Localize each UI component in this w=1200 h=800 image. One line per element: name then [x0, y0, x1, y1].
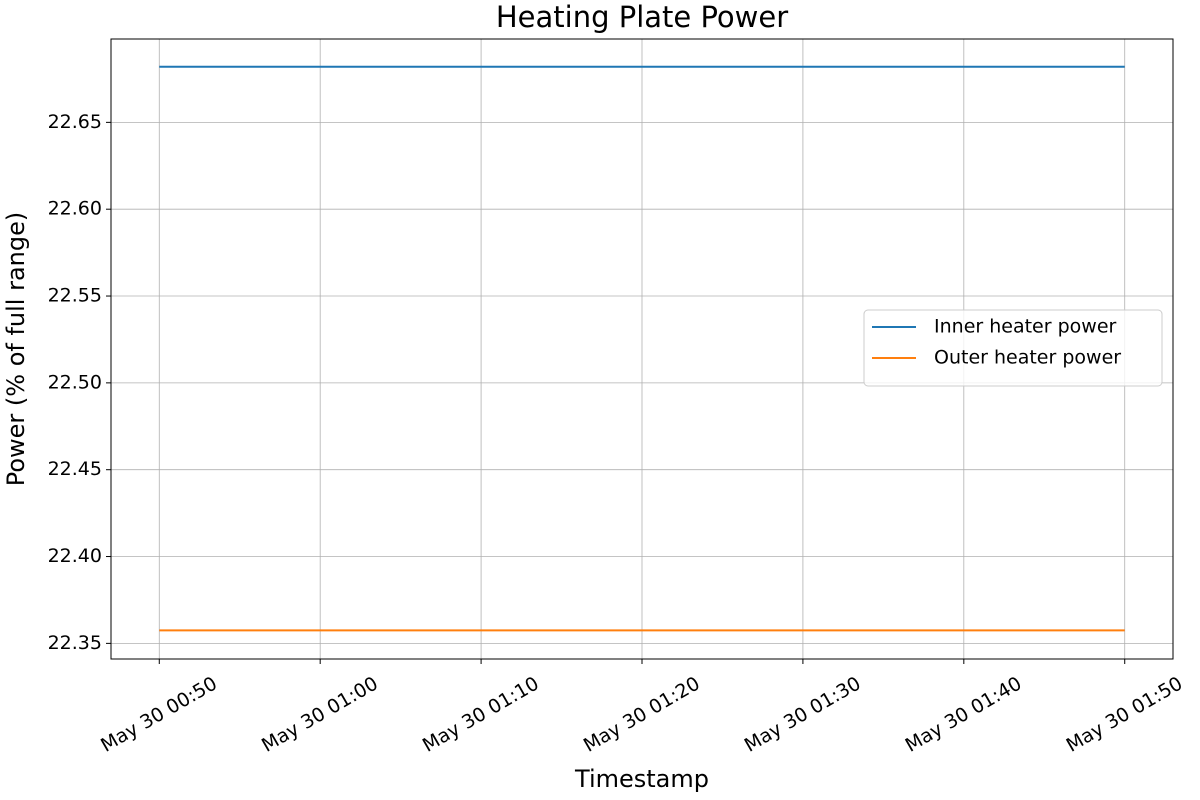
- x-tick-label: May 30 01:40: [902, 672, 1026, 756]
- x-axis-label: Timestamp: [574, 765, 709, 793]
- x-tick-label: May 30 01:30: [741, 672, 865, 756]
- x-tick-label: May 30 01:10: [419, 672, 543, 756]
- y-tick-label: 22.45: [48, 458, 102, 480]
- y-tick-label: 22.65: [48, 111, 102, 133]
- legend-box: [863, 309, 1163, 387]
- y-axis-label: Power (% of full range): [2, 212, 30, 487]
- plot-frame: [110, 38, 1174, 660]
- x-tick-label: May 30 01:00: [258, 672, 382, 756]
- y-tick-label: 22.50: [48, 371, 102, 393]
- y-tick-label: 22.35: [48, 632, 102, 654]
- chart-title: Heating Plate Power: [496, 0, 788, 34]
- y-tick-label: 22.60: [48, 198, 102, 220]
- x-tick-label: May 30 00:50: [97, 672, 221, 756]
- legend-label: Inner heater power: [934, 316, 1117, 338]
- x-tick-label: May 30 01:20: [580, 672, 704, 756]
- y-tick-label: 22.55: [48, 285, 102, 307]
- x-tick-label: May 30 01:50: [1063, 672, 1187, 756]
- y-tick-label: 22.40: [48, 545, 102, 567]
- legend-label: Outer heater power: [934, 347, 1121, 369]
